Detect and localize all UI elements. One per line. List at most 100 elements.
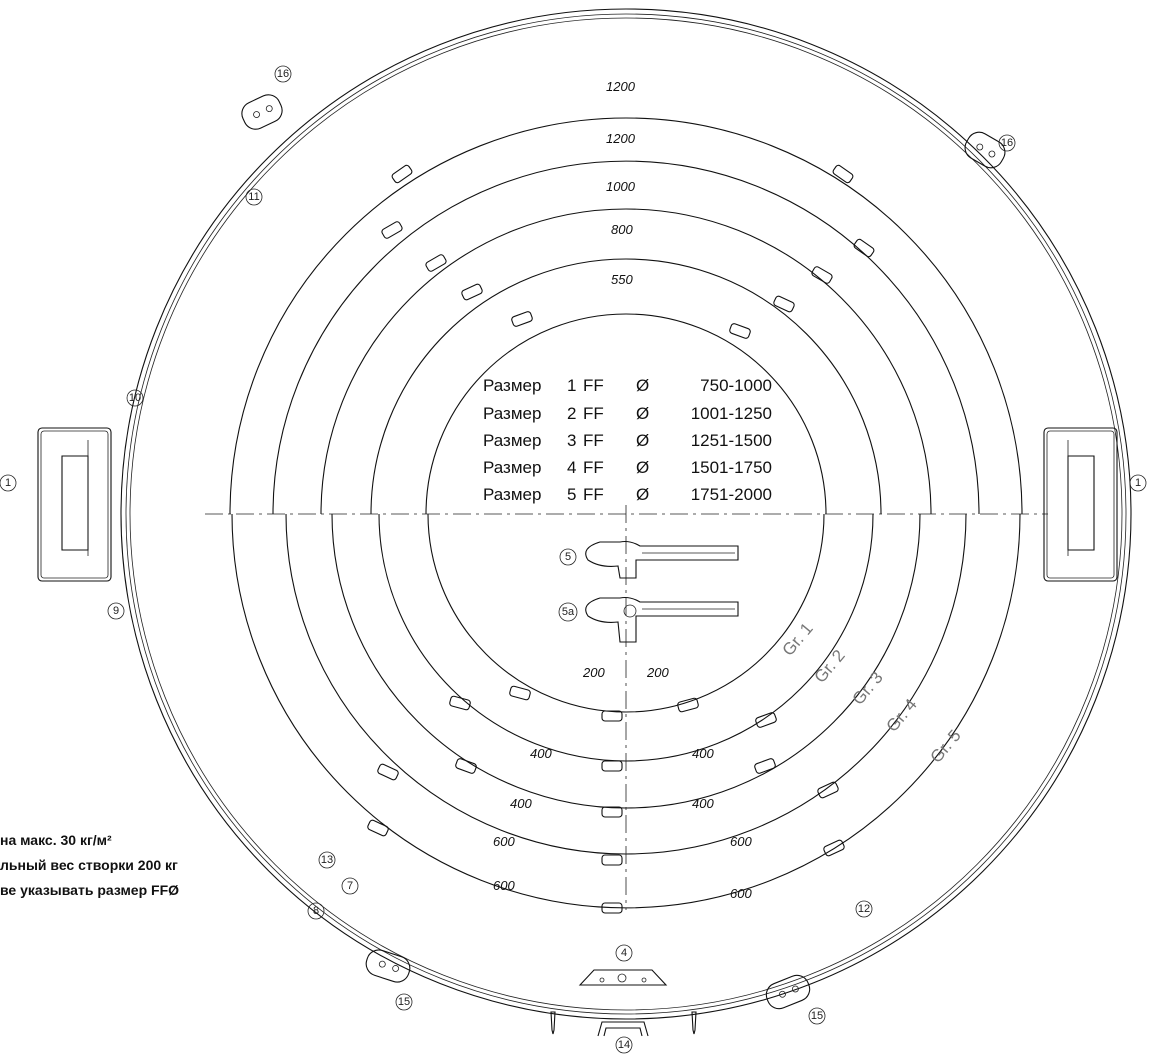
svg-text:1: 1 — [567, 376, 576, 395]
clip-mark — [853, 238, 875, 258]
screws — [550, 1011, 697, 1035]
part-label-16-right: 16 — [998, 134, 1016, 152]
clip-mark — [509, 685, 531, 701]
dim-bot-1: 200 — [582, 665, 605, 680]
top-dimensions: 1200 1200 1000 800 550 — [606, 79, 636, 287]
dim-bot-9: 600 — [493, 878, 515, 893]
clip-mark — [677, 697, 699, 713]
clip-mark — [511, 311, 533, 327]
svg-text:Ø: Ø — [636, 431, 649, 450]
size-row-4: Размер 4 FF Ø 1501-1750 — [483, 458, 772, 477]
bracket-part-14 — [597, 1021, 649, 1037]
clip-mark — [377, 763, 399, 781]
fixing-plate — [578, 969, 668, 986]
dim-bot-10: 600 — [730, 886, 752, 901]
clip-mark — [391, 164, 413, 184]
size-row-2: Размер 2 FF Ø 1001-1250 — [483, 404, 772, 423]
track-clips — [367, 164, 875, 914]
clip-mark — [729, 323, 751, 339]
side-handle-left — [37, 427, 112, 582]
dim-bot-2: 200 — [646, 665, 669, 680]
clip-mark — [425, 254, 447, 272]
roller-carriage-16-right — [964, 131, 1006, 169]
part-label-8: 8 — [307, 902, 325, 920]
svg-text:FF: FF — [583, 458, 604, 477]
svg-text:1751-2000: 1751-2000 — [691, 485, 772, 504]
svg-text:Размер: Размер — [483, 431, 541, 450]
clip-mark — [823, 839, 845, 857]
svg-text:16: 16 — [277, 68, 289, 80]
part-label-16-left: 16 — [274, 65, 292, 83]
clip-mark — [455, 758, 477, 774]
part-label-10: 10 — [126, 389, 144, 407]
svg-text:5: 5 — [567, 485, 576, 504]
dim-bot-6: 400 — [692, 796, 714, 811]
part-label-1-right: 1 — [1129, 474, 1147, 492]
part-label-5: 5 — [559, 548, 577, 566]
svg-text:Ø: Ø — [636, 376, 649, 395]
part-label-12: 12 — [855, 900, 873, 918]
clip-mark — [601, 902, 623, 914]
roller-carriage-15-right — [765, 974, 811, 1010]
svg-text:14: 14 — [618, 1039, 630, 1051]
clip-mark — [754, 758, 776, 774]
clip-mark — [461, 283, 483, 301]
bottom-dimensions: 200 200 400 400 400 400 600 600 600 600 — [493, 665, 752, 901]
svg-text:Ø: Ø — [636, 404, 649, 423]
dim-top-3: 1000 — [606, 179, 636, 194]
svg-text:4: 4 — [621, 947, 627, 959]
svg-text:FF: FF — [583, 485, 604, 504]
svg-text:Ø: Ø — [636, 458, 649, 477]
dim-bot-8: 600 — [730, 834, 752, 849]
svg-text:750-1000: 750-1000 — [700, 376, 772, 395]
svg-text:5a: 5a — [562, 606, 575, 618]
svg-text:12: 12 — [858, 903, 870, 915]
part-label-9: 9 — [107, 602, 125, 620]
upper-arcs — [229, 117, 1023, 515]
clip-mark — [449, 695, 471, 711]
svg-text:16: 16 — [1001, 137, 1013, 149]
note-3: ве указывать размер FFØ — [0, 882, 180, 898]
svg-text:Размер: Размер — [483, 485, 541, 504]
svg-text:13: 13 — [321, 854, 333, 866]
dim-bot-7: 600 — [493, 834, 515, 849]
svg-text:9: 9 — [113, 605, 119, 617]
group-labels: Gr. 1 Gr. 2 Gr. 3 Gr. 4 Gr. 5 — [779, 619, 965, 766]
size-row-5: Размер 5 FF Ø 1751-2000 — [483, 485, 772, 504]
svg-text:1001-1250: 1001-1250 — [691, 404, 772, 423]
svg-text:5: 5 — [565, 551, 571, 563]
part-label-5a: 5a — [558, 602, 578, 622]
part-label-14: 14 — [615, 1036, 633, 1054]
dim-top-5: 550 — [611, 272, 633, 287]
part-label-1-left: 1 — [0, 474, 17, 492]
svg-text:15: 15 — [398, 996, 410, 1008]
svg-text:1251-1500: 1251-1500 — [691, 431, 772, 450]
svg-text:Размер: Размер — [483, 458, 541, 477]
svg-text:Размер: Размер — [483, 404, 541, 423]
dim-bot-4: 400 — [692, 746, 714, 761]
svg-text:1: 1 — [5, 477, 11, 489]
dim-top-1: 1200 — [606, 79, 636, 94]
size-table: Размер 1 FF Ø 750-1000 Размер 2 FF Ø 100… — [483, 376, 772, 504]
clip-mark — [832, 164, 854, 184]
group-label-1: Gr. 1 — [779, 619, 817, 659]
clip-mark — [811, 266, 833, 284]
clip-mark — [817, 781, 839, 799]
roller-carriage-15-left — [365, 949, 411, 983]
clip-mark — [601, 760, 623, 772]
notes: на макс. 30 кг/м² льный вес створки 200 … — [0, 828, 179, 903]
part-label-15-left: 15 — [395, 993, 413, 1011]
dim-bot-5: 400 — [510, 796, 532, 811]
svg-text:FF: FF — [583, 376, 604, 395]
svg-text:1501-1750: 1501-1750 — [691, 458, 772, 477]
group-label-2: Gr. 2 — [811, 646, 849, 686]
clip-mark — [367, 819, 389, 837]
svg-text:7: 7 — [347, 880, 353, 892]
part-labels: 1 1 4 5 5a 7 8 9 10 11 12 13 14 15 15 16… — [0, 65, 1147, 1054]
svg-text:4: 4 — [567, 458, 576, 477]
part-label-4: 4 — [615, 944, 633, 962]
roller-carriage-16-left — [241, 94, 283, 130]
clip-mark — [773, 295, 795, 313]
svg-text:15: 15 — [811, 1010, 823, 1022]
